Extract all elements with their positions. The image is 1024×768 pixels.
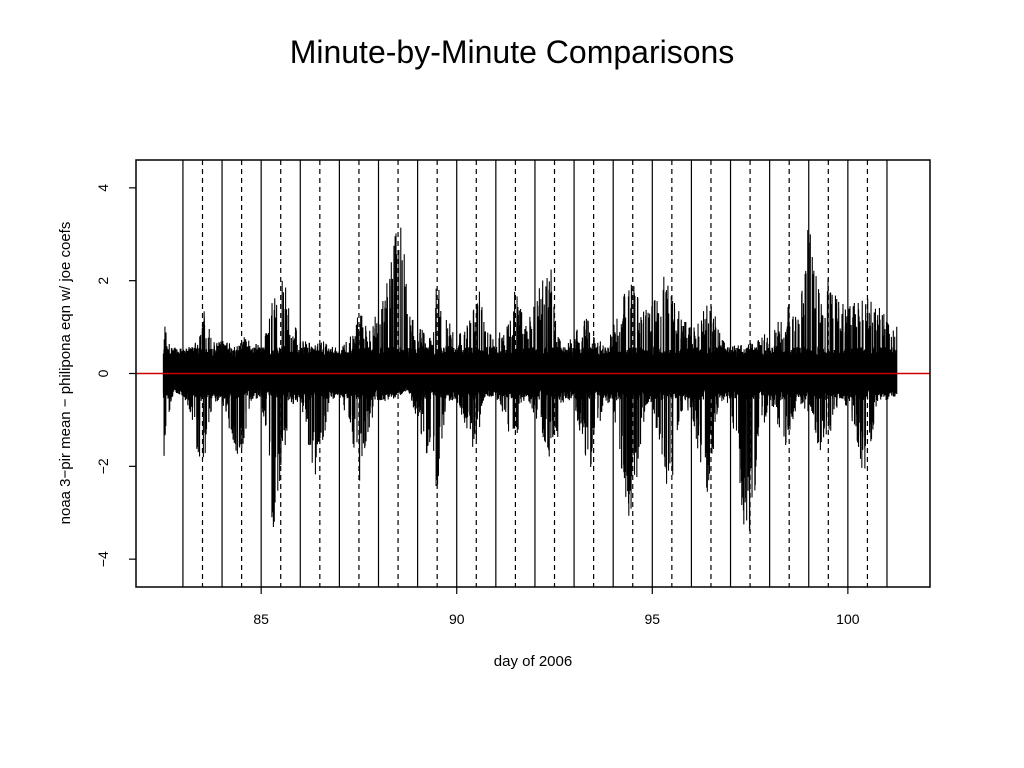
x-tick-label: 85	[253, 611, 269, 627]
series-trace	[162, 227, 898, 532]
y-tick-label: 0	[95, 369, 111, 377]
y-tick-label: −2	[95, 458, 111, 474]
plot-area: 85 90 95 100 −4 −2 0 2 4	[95, 159, 931, 627]
x-tick-label: 100	[836, 611, 860, 627]
x-tick-label: 90	[449, 611, 465, 627]
x-tick-label: 95	[645, 611, 661, 627]
x-axis-label: day of 2006	[494, 653, 572, 670]
y-tick-label: 4	[95, 184, 111, 192]
chart-title: Minute-by-Minute Comparisons	[290, 34, 735, 70]
y-tick-label: 2	[95, 277, 111, 285]
y-tick-label: −4	[95, 551, 111, 567]
y-axis-label: noaa 3−pir mean − philipona eqn w/ joe c…	[57, 222, 74, 525]
